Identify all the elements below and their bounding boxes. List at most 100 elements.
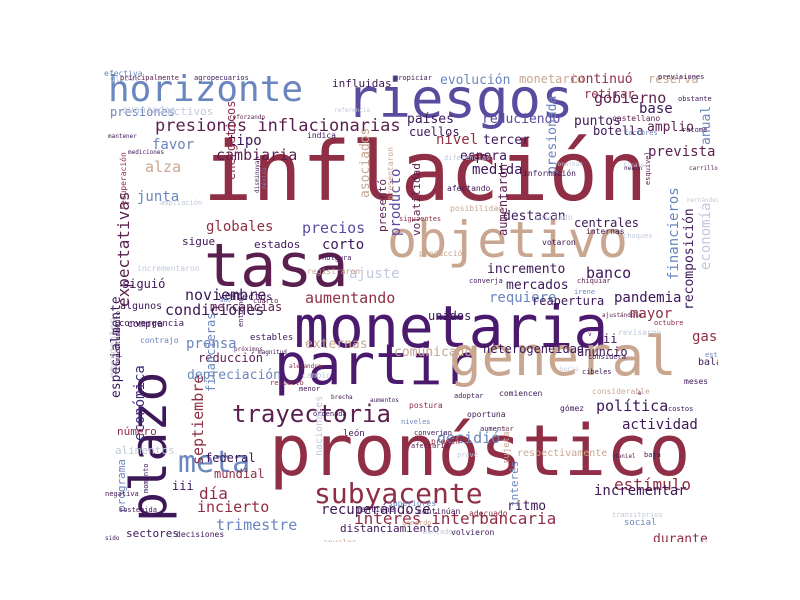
cloud-word: irene: [574, 288, 596, 296]
cloud-word: general: [449, 325, 677, 388]
cloud-word: mantener: [108, 133, 137, 140]
cloud-word: costos: [668, 405, 694, 413]
cloud-word: efectiva: [104, 70, 143, 78]
cloud-word: destacan: [503, 209, 566, 224]
cloud-word: diferencias: [444, 154, 491, 162]
cloud-word: aumentar: [480, 425, 514, 433]
cloud-word: próximos: [234, 346, 263, 353]
cloud-word: aumentando: [305, 289, 396, 307]
cloud-word: espera: [460, 149, 507, 164]
cloud-word: prensa: [186, 336, 237, 352]
cloud-word: ver: [218, 289, 238, 302]
cloud-word: interés: [508, 460, 521, 507]
cloud-word: algunos: [120, 301, 163, 312]
cloud-word: considerable: [592, 387, 650, 396]
cloud-word: incrementaron: [137, 264, 200, 273]
cloud-word: continuó: [570, 72, 633, 87]
cloud-word: evolución: [440, 73, 511, 88]
cloud-word: mercancías: [210, 300, 283, 314]
cloud-word: programa: [115, 459, 128, 512]
cloud-word: agropecuarios: [194, 74, 249, 82]
cloud-word: monetaria: [294, 293, 609, 361]
cloud-word: incrementar: [594, 483, 687, 499]
cloud-word: afectando: [447, 184, 491, 193]
cloud-word: superiores: [388, 499, 437, 508]
cloud-word: sectores: [126, 527, 179, 540]
cloud-word: iniciado: [534, 213, 573, 222]
cloud-word: méxico: [261, 167, 268, 189]
cloud-word: volatilidad: [410, 163, 423, 236]
cloud-word: niveles: [401, 418, 431, 426]
cloud-word: menor: [299, 385, 321, 393]
cloud-word: alejandro: [289, 363, 322, 370]
cloud-word: estrechamiento: [705, 351, 718, 359]
cloud-word: presentaron: [386, 147, 395, 200]
cloud-word: día: [199, 484, 228, 503]
cloud-word: financieros: [666, 187, 682, 280]
cloud-word: base: [639, 101, 673, 117]
cloud-word: contrajo: [140, 336, 179, 345]
cloud-word: retirar: [584, 87, 635, 101]
cloud-word: efectos: [230, 292, 273, 303]
cloud-word: economía: [698, 202, 714, 270]
cloud-word: banco: [586, 264, 632, 282]
cloud-word: disminuyan: [254, 156, 261, 193]
cloud-word: presiones: [110, 105, 176, 119]
cloud-word: prevén: [431, 437, 460, 446]
cloud-word: oportuna: [467, 410, 506, 419]
cloud-word: requiere: [489, 290, 557, 306]
cloud-word: pronóstico: [269, 410, 691, 492]
cloud-word: internas: [586, 227, 625, 236]
cloud-word: propiciar: [394, 74, 432, 82]
cloud-word: energéticos: [224, 100, 238, 180]
cloud-word: mantiene: [356, 505, 395, 514]
cloud-word: anuales: [323, 539, 357, 543]
cloud-word: reducción: [198, 351, 264, 365]
cloud-word: sido: [105, 535, 120, 542]
cloud-word: condiciones: [165, 301, 265, 319]
cloud-word: noviembre: [185, 286, 267, 304]
cloud-word: recuperación: [119, 152, 128, 210]
cloud-word: mundial: [214, 467, 265, 481]
cloud-word: votaron: [542, 238, 576, 247]
cloud-word: adecuado: [469, 509, 508, 518]
cloud-word: afectaría: [411, 442, 449, 450]
cloud-word: monetario: [519, 72, 585, 86]
cloud-word: incierto: [197, 498, 270, 516]
cloud-word: cuarto: [253, 297, 279, 305]
cloud-word: reapertura: [532, 294, 605, 308]
cloud-word: ajuste: [349, 266, 400, 282]
cloud-word: volvieron: [451, 528, 495, 537]
cloud-word: avanzadas: [122, 105, 177, 116]
cloud-word: retome: [682, 126, 708, 134]
cloud-word: ii: [603, 332, 618, 346]
cloud-word: holgura: [322, 254, 352, 262]
cloud-word: jonathan: [554, 161, 583, 168]
cloud-word: revisaron: [618, 328, 662, 337]
cloud-word: compra: [127, 319, 164, 330]
cloud-word: transitorios: [612, 511, 663, 519]
cloud-word: sostenida: [119, 506, 157, 514]
cloud-word: tasa: [204, 231, 349, 301]
cloud-word: aumentos: [370, 397, 399, 404]
cloud-word: ajustándola: [602, 312, 642, 319]
cloud-word: alimentos: [115, 444, 175, 457]
cloud-word: número: [117, 425, 157, 438]
cloud-word: siguientes: [399, 215, 442, 223]
cloud-word: pandemia: [614, 290, 682, 306]
cloud-word: presiones inflacionarias: [155, 116, 401, 136]
cloud-word: siguió: [122, 277, 166, 291]
cloud-word: ritmo: [507, 499, 547, 514]
cloud-word: medida: [472, 162, 523, 178]
cloud-word: borja: [560, 366, 579, 373]
cloud-word: baja: [644, 451, 661, 459]
cloud-word: botella: [593, 124, 644, 138]
cloud-word: posibilidad: [450, 204, 503, 213]
cloud-word: cibeles: [582, 368, 612, 376]
cloud-word: partir: [274, 333, 477, 398]
cloud-word: social: [624, 518, 657, 528]
cloud-word: gasto: [692, 329, 718, 345]
cloud-word: prevé: [457, 451, 479, 459]
cloud-word: reforzando: [229, 114, 266, 121]
cloud-word: obstante: [678, 95, 712, 103]
